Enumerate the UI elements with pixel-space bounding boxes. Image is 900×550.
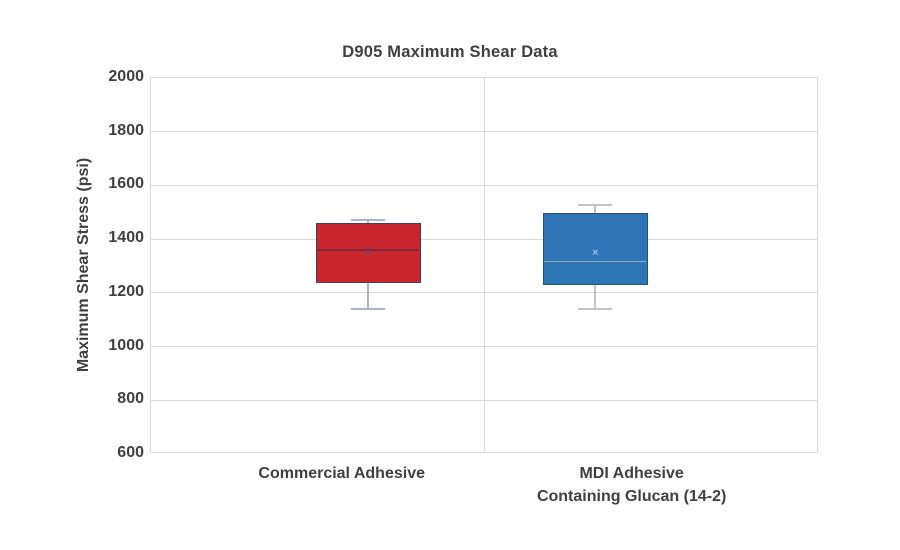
category-label-line: Commercial Adhesive [258,465,425,482]
chart-title: D905 Maximum Shear Data [342,43,558,61]
plot-area: ✕ ✕ [150,77,818,453]
lower-whisker-cap [578,307,613,310]
category-divider-gridline [483,78,485,452]
upper-whisker-cap [578,204,613,207]
lower-whisker-line [367,282,369,309]
category-label-line: MDI Adhesive [579,465,684,482]
y-axis-tick-label: 800 [117,390,144,408]
upper-whisker-line [367,219,369,224]
category-label-line: Containing Glucan (14-2) [536,488,727,505]
upper-whisker-cap [351,218,386,221]
lower-whisker-line [594,284,596,309]
y-axis-tick-label: 1600 [108,175,144,193]
y-axis-tick-label: 1400 [108,229,144,247]
median-line [317,249,420,251]
mean-marker-icon: ✕ [591,247,599,258]
mean-marker-icon: ✕ [364,247,372,258]
y-axis-tick-label: 2000 [108,68,144,85]
y-axis-tick-label: 1200 [108,282,144,300]
category-label: Commercial Adhesive [258,462,425,485]
upper-whisker-line [594,205,596,214]
median-line [544,260,647,263]
category-label: MDI Adhesive Containing Glucan (14-2) [537,462,726,508]
box-commercial-adhesive [315,223,421,283]
y-axis-tick-label: 1000 [108,336,144,354]
box-mdi-adhesive [542,213,648,285]
lower-whisker-cap [351,307,386,310]
y-axis-tick-label: 1800 [108,121,144,139]
y-axis-tick-label: 600 [117,444,144,461]
